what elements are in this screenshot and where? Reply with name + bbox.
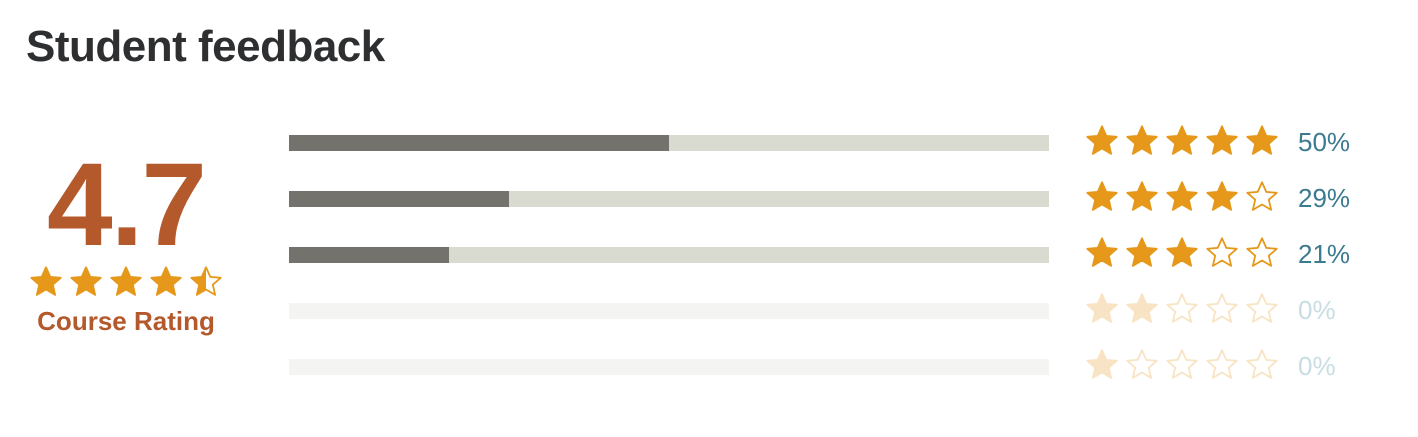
rating-row-2-stars[interactable]: 0% xyxy=(289,283,1369,339)
row-stars xyxy=(1084,291,1280,327)
star-icon xyxy=(1086,125,1118,155)
rating-bar-fill xyxy=(289,135,669,151)
star-icon xyxy=(110,266,142,296)
star-outline-icon xyxy=(1206,293,1238,323)
rating-summary: 4.7 Course Rating xyxy=(24,139,228,337)
rating-percent-link[interactable]: 29% xyxy=(1298,183,1351,213)
star-icon xyxy=(1166,125,1198,155)
row-stars xyxy=(1084,347,1280,383)
star-outline-icon xyxy=(1126,349,1158,379)
rating-percent-link[interactable]: 0% xyxy=(1298,295,1336,325)
star-outline-icon xyxy=(1166,349,1198,379)
rating-percent-link[interactable]: 50% xyxy=(1298,127,1351,157)
star-outline-icon xyxy=(1246,349,1278,379)
average-rating: 4.7 xyxy=(46,139,207,271)
star-icon xyxy=(1126,237,1158,267)
rating-stars xyxy=(24,264,228,300)
star-icon xyxy=(70,266,102,296)
star-icon xyxy=(1086,237,1118,267)
star-icon xyxy=(1126,181,1158,211)
rating-bar[interactable] xyxy=(289,191,1049,207)
rating-row-3-stars[interactable]: 21% xyxy=(289,227,1369,283)
course-rating-label: Course Rating xyxy=(37,306,215,336)
rating-percent-link[interactable]: 21% xyxy=(1298,239,1351,269)
rating-bar[interactable] xyxy=(289,135,1049,151)
rating-bar-fill xyxy=(289,247,449,263)
star-icon xyxy=(1246,125,1278,155)
section-title: Student feedback xyxy=(26,22,385,71)
rating-bar[interactable] xyxy=(289,247,1049,263)
star-icon xyxy=(1086,181,1118,211)
rating-bar-fill xyxy=(289,191,510,207)
star-icon xyxy=(1166,237,1198,267)
star-outline-icon xyxy=(1206,237,1238,267)
star-icon xyxy=(30,266,62,296)
star-icon xyxy=(1086,349,1118,379)
star-outline-icon xyxy=(1206,349,1238,379)
star-icon xyxy=(1206,125,1238,155)
rating-bar[interactable] xyxy=(289,303,1049,319)
star-icon xyxy=(1086,293,1118,323)
rating-distribution: 50% 29% 21% 0% 0% xyxy=(289,115,1369,395)
star-outline-icon xyxy=(1166,293,1198,323)
row-stars xyxy=(1084,123,1280,159)
star-outline-icon xyxy=(1246,293,1278,323)
star-icon xyxy=(1126,125,1158,155)
rating-row-5-stars[interactable]: 50% xyxy=(289,115,1369,171)
row-stars xyxy=(1084,235,1280,271)
star-outline-icon xyxy=(1246,181,1278,211)
rating-row-1-stars[interactable]: 0% xyxy=(289,339,1369,395)
star-icon xyxy=(150,266,182,296)
star-icon xyxy=(1206,181,1238,211)
row-stars xyxy=(1084,179,1280,215)
star-icon xyxy=(1126,293,1158,323)
rating-percent-link[interactable]: 0% xyxy=(1298,351,1336,381)
rating-bar[interactable] xyxy=(289,359,1049,375)
rating-row-4-stars[interactable]: 29% xyxy=(289,171,1369,227)
star-half-icon xyxy=(190,266,222,296)
star-icon xyxy=(1166,181,1198,211)
star-outline-icon xyxy=(1246,237,1278,267)
